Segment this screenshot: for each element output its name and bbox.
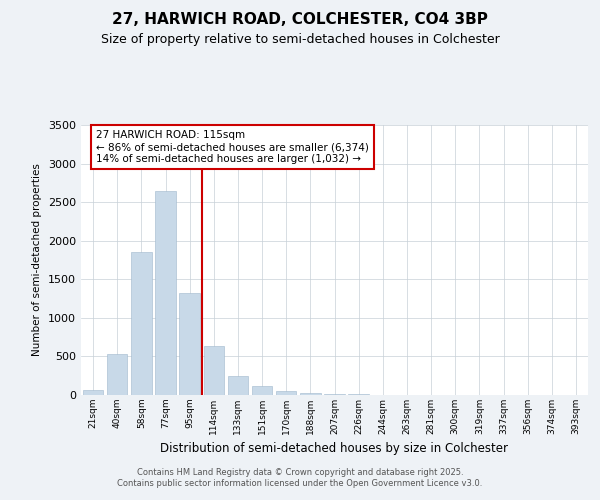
Bar — [131, 252, 152, 395]
Bar — [107, 354, 127, 395]
Text: Size of property relative to semi-detached houses in Colchester: Size of property relative to semi-detach… — [101, 32, 499, 46]
Y-axis label: Number of semi-detached properties: Number of semi-detached properties — [32, 164, 43, 356]
Text: 27, HARWICH ROAD, COLCHESTER, CO4 3BP: 27, HARWICH ROAD, COLCHESTER, CO4 3BP — [112, 12, 488, 28]
Text: Contains HM Land Registry data © Crown copyright and database right 2025.
Contai: Contains HM Land Registry data © Crown c… — [118, 468, 482, 487]
X-axis label: Distribution of semi-detached houses by size in Colchester: Distribution of semi-detached houses by … — [161, 442, 509, 456]
Bar — [227, 376, 248, 395]
Bar — [203, 346, 224, 395]
Bar — [276, 391, 296, 395]
Bar — [179, 293, 200, 395]
Bar — [324, 394, 345, 395]
Bar — [349, 394, 369, 395]
Bar — [83, 390, 103, 395]
Bar — [300, 392, 320, 395]
Text: 27 HARWICH ROAD: 115sqm
← 86% of semi-detached houses are smaller (6,374)
14% of: 27 HARWICH ROAD: 115sqm ← 86% of semi-de… — [96, 130, 369, 164]
Bar — [252, 386, 272, 395]
Bar — [155, 192, 176, 395]
